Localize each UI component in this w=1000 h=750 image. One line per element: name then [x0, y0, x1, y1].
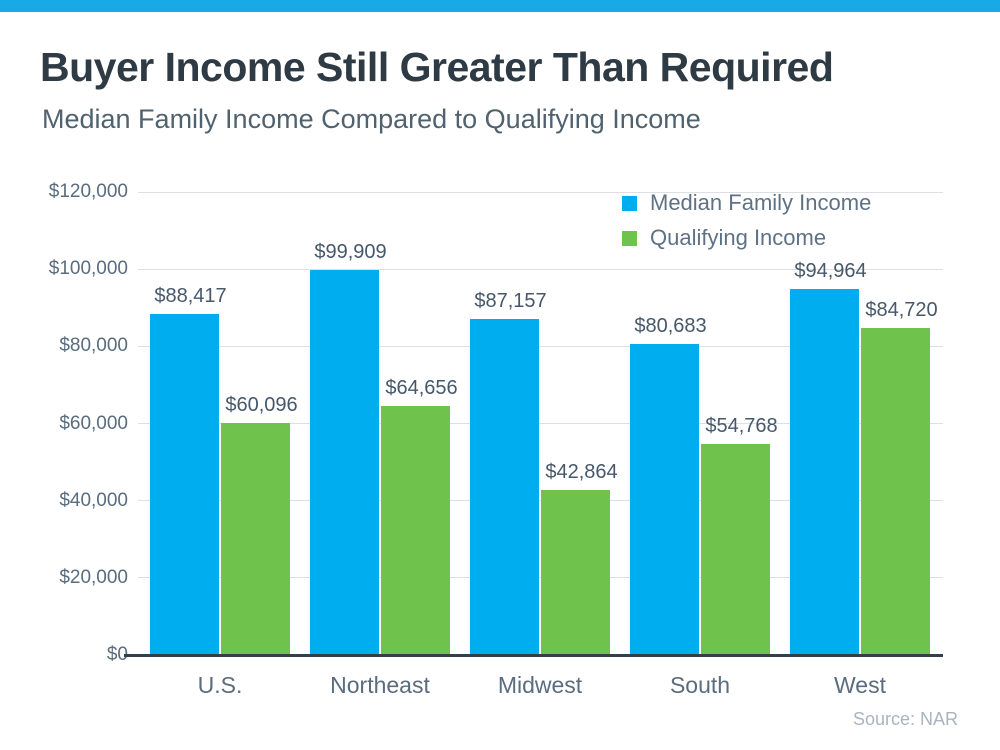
source-credit: Source: NAR [852, 709, 958, 729]
bar-northeast-median-family-income [310, 269, 379, 655]
gridline-100000 [138, 268, 943, 270]
gridline-60000 [138, 423, 943, 424]
bar-midwest-qualifying-income [541, 489, 610, 655]
gridline-80000 [138, 345, 943, 347]
page-subtitle: Median Family Income Compared to Qualify… [42, 104, 701, 134]
legend-label-median-family-income: Median Family Income [650, 190, 872, 215]
bar-u-s-qualifying-income [221, 423, 290, 655]
y-tick-label-20000: $20,000 [59, 566, 128, 588]
bar-value-label-northeast-qualifying-income: $64,656 [385, 376, 458, 399]
x-axis-line [124, 654, 943, 657]
bar-northeast-qualifying-income [381, 405, 450, 655]
page-title: Buyer Income Still Greater Than Required [40, 44, 834, 90]
legend: Median Family Income Qualifying Income [622, 190, 871, 250]
y-tick-label-40000: $40,000 [59, 489, 128, 511]
legend-item-median-family-income: Median Family Income [622, 190, 871, 215]
gridline-40000 [138, 500, 943, 502]
x-category-label-midwest: Midwest [497, 672, 583, 698]
bar-west-median-family-income [790, 288, 859, 655]
gridline-120000 [138, 191, 943, 193]
bar-midwest-median-family-income [470, 318, 539, 655]
x-category-label-west: West [834, 672, 886, 698]
legend-swatch-qualifying-income [622, 230, 637, 246]
bar-value-label-west-median-family-income: $94,964 [794, 259, 867, 282]
bar-value-label-midwest-median-family-income: $87,157 [474, 289, 547, 312]
bar-u-s-median-family-income [150, 313, 219, 655]
bar-west-qualifying-income [861, 328, 930, 655]
bar-value-label-u-s-qualifying-income: $60,096 [225, 394, 298, 417]
brand-accent-bar [0, 0, 1000, 12]
legend-item-qualifying-income: Qualifying Income [622, 225, 871, 250]
gridline-20000 [138, 577, 943, 579]
bar-value-label-northeast-median-family-income: $99,909 [314, 240, 387, 263]
x-category-label-northeast: Northeast [330, 672, 430, 698]
bar-value-label-south-qualifying-income: $54,768 [705, 414, 778, 437]
legend-swatch-median-family-income [622, 195, 637, 211]
y-tick-label-100000: $100,000 [48, 258, 128, 280]
bar-value-label-u-s-median-family-income: $88,417 [154, 284, 227, 307]
y-tick-label-80000: $80,000 [59, 335, 128, 357]
bar-south-qualifying-income [701, 443, 770, 655]
x-category-label-south: South [669, 672, 731, 698]
bar-value-label-south-median-family-income: $80,683 [634, 314, 707, 337]
y-tick-label-0: $0 [106, 644, 128, 665]
y-tick-label-60000: $60,000 [59, 412, 128, 434]
bar-value-label-west-qualifying-income: $84,720 [865, 299, 938, 322]
legend-label-qualifying-income: Qualifying Income [650, 225, 827, 250]
x-category-label-u-s: U.S. [197, 672, 243, 698]
bar-value-label-midwest-qualifying-income: $42,864 [545, 460, 618, 483]
bar-south-median-family-income [630, 343, 699, 655]
y-tick-label-120000: $120,000 [48, 181, 128, 202]
